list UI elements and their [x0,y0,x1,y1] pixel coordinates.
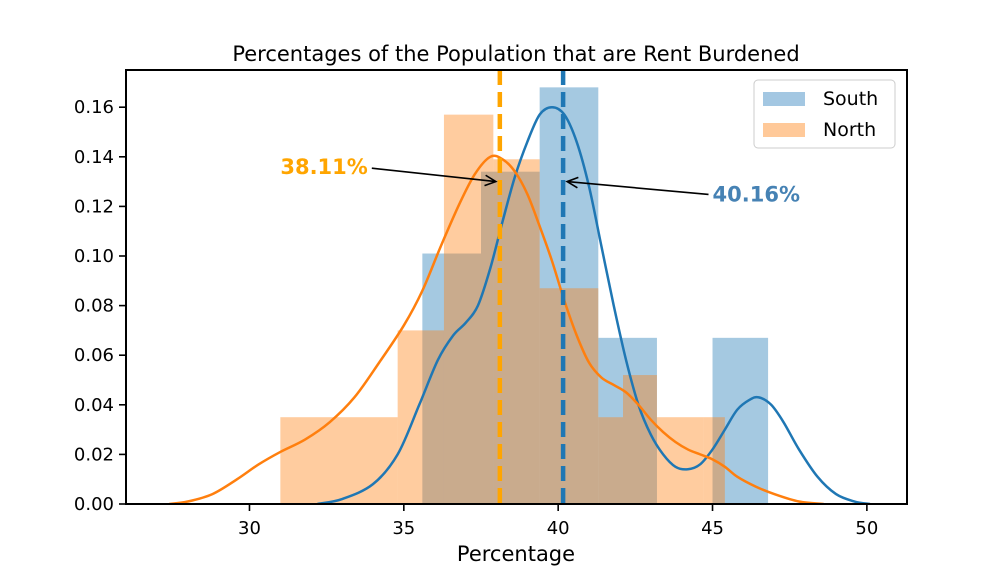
south-bar-1 [481,171,540,504]
north-bar-3 [443,114,494,504]
legend-swatch-north [763,123,805,137]
south-bar-0 [422,253,481,504]
axes: 30 35 40 45 50 0.00 0.02 0.04 0.06 0.08 0.10 0.12 0.… [74,69,908,539]
chart-title: Percentages of the Population that are R… [232,42,799,66]
south-mean-annotation: 40.16% [713,182,800,206]
y-tick-label-4: 0.08 [74,296,114,317]
y-tick-label-5: 0.10 [74,246,114,267]
x-tick-label-40: 40 [547,518,570,539]
legend-label-north: North [823,119,876,141]
x-tick-label-50: 50 [855,518,878,539]
south-kde-line [317,105,871,504]
y-tick-label-6: 0.12 [74,196,114,217]
x-tick-label-35: 35 [392,518,415,539]
y-tick-label-3: 0.06 [74,345,114,366]
north-bar-5 [539,288,599,504]
x-tick-label-30: 30 [238,518,261,539]
legend-swatch-south [763,92,805,106]
north-mean-annotation: 38.11% [280,155,367,179]
plot-area [169,70,871,504]
south-mean-arrow [567,180,709,196]
plot-frame [125,69,908,505]
north-bar-1 [339,417,398,504]
x-axis-label: Percentage [457,542,575,566]
north-bar-8 [656,417,704,504]
legend: South North [753,79,896,149]
north-mean-arrow-head [484,174,498,187]
north-bar-0 [280,417,339,504]
y-tick-label-7: 0.14 [74,147,114,168]
y-tick-label-1: 0.02 [74,444,114,465]
south-bar-5 [712,337,769,504]
north-mean-arrow [371,167,496,183]
x-tick-label-45: 45 [701,518,724,539]
south-mean-arrow-head [565,176,579,189]
north-kde-line [169,154,824,504]
annotations: 38.11% 40.16% [280,155,800,206]
north-bar-2 [397,330,444,504]
north-bar-7 [623,375,657,504]
y-tick-label-0: 0.00 [74,494,114,515]
y-tick-label-8: 0.16 [74,97,114,118]
y-tick-label-2: 0.04 [74,395,114,416]
north-bar-6 [598,417,623,504]
south-bar-2 [539,87,599,504]
legend-label-south: South [823,88,878,110]
